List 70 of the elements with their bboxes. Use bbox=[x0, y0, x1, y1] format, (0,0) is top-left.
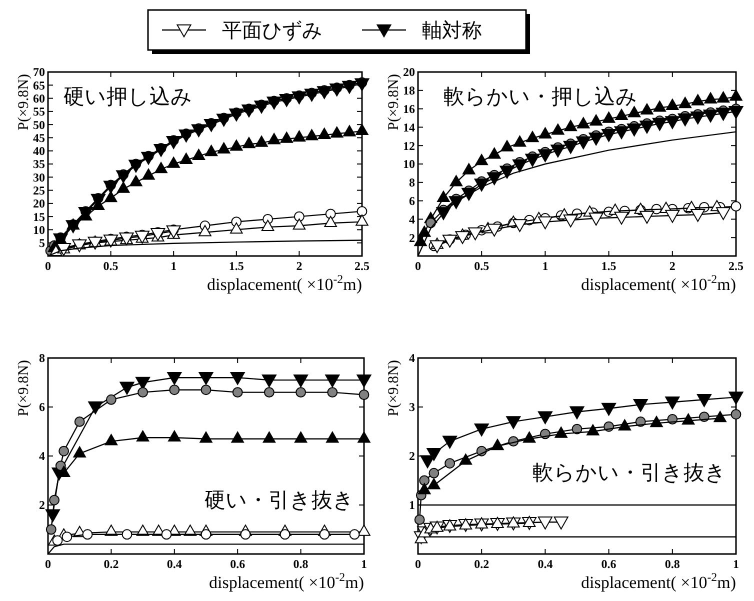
y-tick-label: 15 bbox=[33, 210, 45, 224]
y-tick-label: 12 bbox=[403, 138, 415, 153]
y-axis-title: P(×9.8N) bbox=[16, 360, 32, 416]
y-tick-label: 2 bbox=[409, 449, 415, 464]
annotation: 軟らかい・引き抜き bbox=[532, 460, 726, 485]
y-tick-label: 4 bbox=[409, 351, 415, 366]
x-tick-label: 0 bbox=[45, 259, 51, 273]
y-tick-label: 45 bbox=[33, 130, 45, 145]
y-tick-label: 70 bbox=[33, 65, 45, 80]
annotation: 硬い押し込み bbox=[64, 84, 193, 108]
x-axis-title: displacement( ×10$^{-2}$m) bbox=[581, 570, 736, 592]
y-tick-label: 4 bbox=[39, 449, 45, 464]
y-tick-label: 10 bbox=[403, 157, 415, 172]
y-tick-label: 60 bbox=[33, 91, 45, 106]
x-axis-title: displacement( ×10$^{-2}$m) bbox=[207, 272, 362, 294]
annotation: 硬い・引き抜き bbox=[204, 488, 355, 512]
y-tick-label: 6 bbox=[409, 194, 415, 208]
x-tick-label: 0 bbox=[415, 557, 421, 571]
legend-label: 軸対称 bbox=[422, 18, 482, 42]
x-tick-label: 0.2 bbox=[474, 557, 490, 571]
y-tick-label: 2 bbox=[39, 498, 45, 512]
x-tick-label: 0.2 bbox=[104, 557, 119, 571]
x-tick-label: 2 bbox=[296, 259, 302, 273]
y-tick-label: 50 bbox=[33, 118, 45, 132]
y-tick-label: 55 bbox=[33, 104, 45, 119]
legend-label: 平面ひずみ bbox=[222, 18, 322, 42]
x-tick-label: 0.8 bbox=[293, 557, 308, 571]
y-tick-label: 5 bbox=[39, 236, 45, 250]
x-tick-label: 0.4 bbox=[538, 557, 553, 571]
y-tick-label: 3 bbox=[409, 400, 415, 414]
x-tick-label: 0 bbox=[415, 259, 421, 273]
y-axis-title: P(×9.8N) bbox=[386, 360, 402, 416]
y-tick-label: 65 bbox=[33, 78, 45, 92]
x-tick-label: 1 bbox=[542, 259, 548, 273]
y-tick-label: 18 bbox=[403, 84, 415, 98]
x-tick-label: 0.5 bbox=[103, 259, 118, 273]
y-tick-label: 10 bbox=[33, 222, 45, 237]
x-tick-label: 1 bbox=[170, 259, 177, 273]
x-axis-title: displacement( ×10$^{-2}$m) bbox=[581, 272, 736, 294]
x-tick-label: 0.4 bbox=[166, 557, 182, 571]
y-tick-label: 30 bbox=[33, 170, 45, 184]
x-axis-title: displacement( ×10$^{-2}$m) bbox=[209, 570, 364, 592]
x-tick-label: 1 bbox=[733, 557, 739, 571]
x-tick-label: 0.6 bbox=[230, 557, 246, 571]
y-tick-label: 1 bbox=[409, 498, 415, 512]
y-tick-label: 8 bbox=[409, 176, 415, 190]
x-tick-label: 0 bbox=[45, 557, 51, 571]
y-tick-label: 6 bbox=[39, 400, 45, 414]
y-axis-title: P(×9.8N) bbox=[386, 74, 402, 130]
x-tick-label: 2.5 bbox=[354, 259, 370, 273]
y-tick-label: 20 bbox=[33, 196, 45, 211]
y-tick-label: 4 bbox=[409, 212, 415, 226]
y-tick-label: 16 bbox=[403, 102, 415, 116]
y-tick-label: 20 bbox=[403, 65, 415, 80]
x-tick-label: 1.5 bbox=[601, 259, 616, 273]
x-tick-label: 1 bbox=[361, 557, 367, 571]
y-tick-label: 35 bbox=[33, 157, 45, 172]
y-tick-label: 8 bbox=[39, 351, 45, 366]
x-tick-label: 0.8 bbox=[664, 557, 680, 571]
x-tick-label: 2 bbox=[669, 259, 676, 273]
x-tick-label: 0.5 bbox=[474, 259, 490, 273]
annotation: 軟らかい・押し込み bbox=[443, 84, 638, 108]
x-tick-label: 1.5 bbox=[228, 259, 244, 273]
x-tick-label: 2.5 bbox=[728, 259, 744, 273]
y-axis-title: P(×9.8N) bbox=[16, 74, 32, 130]
y-tick-label: 40 bbox=[33, 144, 45, 158]
y-tick-label: 14 bbox=[403, 120, 415, 134]
y-tick-label: 2 bbox=[409, 230, 415, 245]
x-tick-label: 0.6 bbox=[601, 557, 616, 571]
y-tick-label: 25 bbox=[33, 183, 45, 198]
